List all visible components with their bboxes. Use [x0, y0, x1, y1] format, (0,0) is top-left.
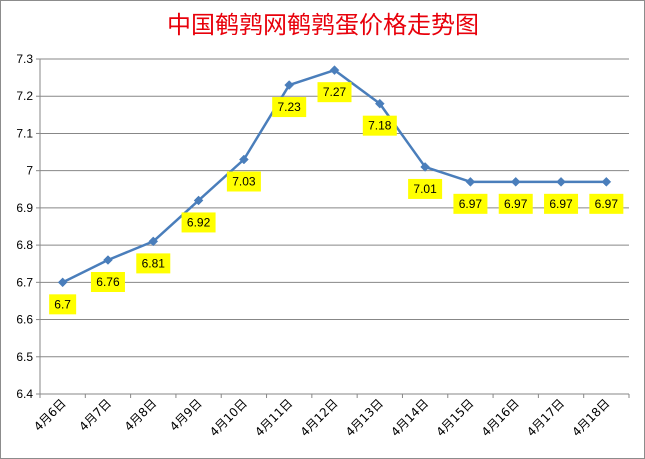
y-tick-label: 6.6 — [16, 313, 33, 327]
data-label-box — [589, 193, 624, 214]
x-tick-label: 4月17日 — [524, 396, 567, 439]
y-tick-label: 6.9 — [16, 201, 33, 215]
data-labels: 6.7 6.76 6.81 6.92 7.03 7.23 7.27 7.18 7.01 6.97 6… — [49, 82, 624, 315]
y-tick-label: 7.1 — [16, 126, 33, 140]
data-label-box — [544, 193, 579, 214]
data-label: 7.27 — [323, 85, 347, 99]
data-label: 6.7 — [54, 297, 71, 311]
x-tick-label: 4月11日 — [252, 396, 295, 439]
y-tick-label: 6.4 — [16, 387, 33, 401]
data-label: 6.97 — [595, 197, 619, 211]
data-label: 6.81 — [142, 256, 166, 270]
y-tick-label: 7 — [26, 164, 33, 178]
y-tick-label: 6.5 — [16, 350, 33, 364]
data-label: 6.92 — [187, 215, 211, 229]
data-label-box — [181, 212, 216, 233]
data-label: 7.18 — [368, 119, 392, 133]
data-label: 6.97 — [459, 197, 483, 211]
data-point-marker — [148, 236, 159, 247]
y-tick-label: 6.7 — [16, 275, 33, 289]
gridlines — [40, 58, 629, 395]
y-axis: 6.4 6.5 6.6 6.7 6.8 6.9 7 7.1 7.2 7.3 — [16, 52, 41, 401]
data-point-marker — [329, 65, 340, 76]
data-label-box — [90, 272, 125, 292]
data-label-box — [362, 115, 397, 136]
data-point-marker — [556, 176, 566, 187]
x-tick-label: 4月14日 — [388, 396, 431, 439]
x-tick-label: 4月16日 — [479, 396, 522, 439]
y-tick-label: 7.3 — [16, 52, 33, 66]
x-tick-label: 4月12日 — [298, 396, 341, 439]
price-series — [57, 65, 612, 288]
x-axis: 4月6日 4月7日 4月8日 4月9日 4月10日 4月11日 4月12日 4月13日 4月14… — [31, 393, 630, 439]
data-label-box — [272, 97, 307, 118]
y-tick-label: 6.8 — [16, 238, 33, 252]
data-label-box — [408, 178, 443, 199]
data-label-box — [49, 294, 77, 315]
x-tick-label: 4月7日 — [76, 396, 114, 434]
data-point-marker — [239, 154, 249, 165]
data-point-marker — [57, 277, 68, 288]
x-tick-label: 4月10日 — [207, 396, 250, 439]
data-point-marker — [284, 80, 295, 90]
data-label: 6.76 — [96, 275, 120, 289]
x-tick-label: 4月6日 — [31, 396, 69, 434]
data-point-marker — [103, 255, 113, 265]
data-label-box — [226, 171, 261, 192]
data-label-box — [453, 193, 488, 214]
x-tick-label: 4月9日 — [167, 396, 205, 434]
data-label: 7.03 — [232, 175, 256, 189]
data-point-marker — [420, 162, 430, 172]
data-point-marker — [465, 176, 476, 187]
x-tick-label: 4月15日 — [433, 396, 476, 439]
data-label: 7.23 — [278, 100, 302, 114]
data-label: 7.01 — [413, 182, 437, 196]
x-tick-label: 4月8日 — [122, 396, 160, 434]
data-label-box — [136, 253, 171, 274]
y-tick-label: 7.2 — [16, 89, 33, 103]
data-label: 6.97 — [549, 197, 573, 211]
x-tick-label: 4月13日 — [343, 396, 386, 439]
chart-title: 中国鹌鹑网鹌鹑蛋价格走势图 — [167, 11, 479, 39]
data-point-marker — [374, 98, 385, 109]
data-point-marker — [193, 195, 204, 206]
data-label-box — [317, 82, 352, 103]
data-label-box — [498, 193, 533, 214]
data-label: 6.97 — [504, 197, 528, 211]
data-point-marker — [510, 176, 521, 187]
x-tick-label: 4月18日 — [569, 396, 612, 439]
data-point-marker — [601, 176, 612, 187]
